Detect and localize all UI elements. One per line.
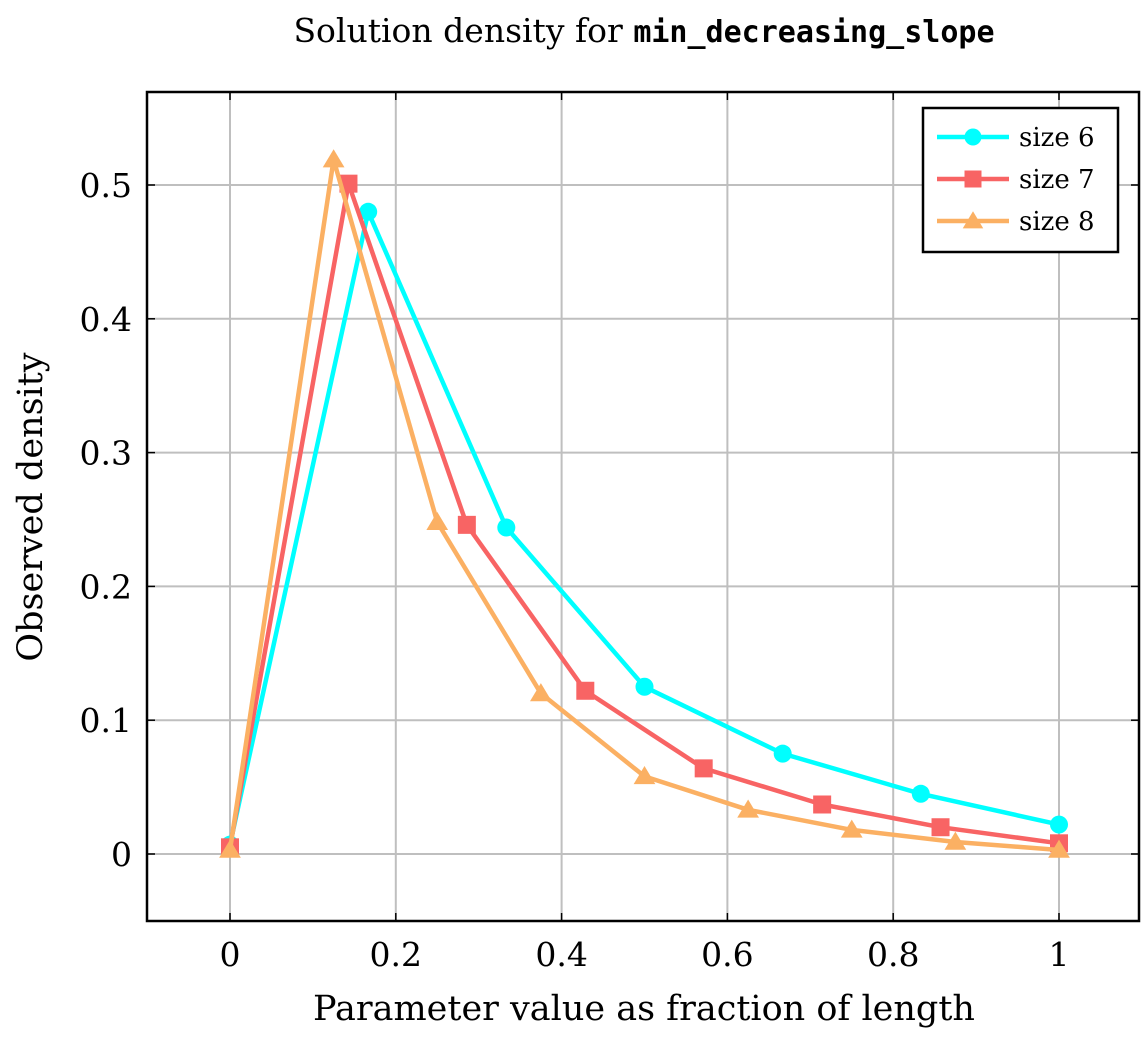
legend-marker	[964, 128, 982, 146]
data-point	[530, 683, 552, 702]
series-2	[219, 149, 1070, 858]
data-point	[633, 766, 656, 785]
legend: size 6 size 7 size 8	[921, 106, 1120, 254]
legend-item: size 8	[937, 207, 1095, 237]
plot-frame	[145, 90, 1141, 923]
data-point	[635, 677, 654, 696]
series-group	[219, 149, 1070, 858]
y-tick-label: 0.2	[80, 567, 132, 606]
data-point	[694, 759, 713, 778]
data-point	[359, 202, 378, 221]
x-tick-label: 1	[1049, 935, 1070, 974]
data-point	[840, 819, 863, 838]
chart-title-prefix: Solution density for	[293, 11, 633, 50]
data-point	[773, 744, 792, 763]
legend-label: size 6	[1019, 123, 1095, 153]
x-tick-label: 0.2	[370, 935, 422, 974]
ticks: 0 0.2 0.4 0.6 0.8 1 0 0.1 0.2 0.3 0.4 0.5	[80, 92, 1139, 974]
chart-title: Solution density for min_decreasing_slop…	[293, 11, 994, 50]
data-point	[911, 784, 930, 803]
data-point	[1050, 815, 1068, 834]
legend-label: size 7	[1019, 165, 1095, 195]
data-point	[457, 515, 476, 534]
legend-marker	[964, 170, 982, 188]
data-point	[944, 831, 967, 850]
x-tick-label: 0.6	[701, 935, 753, 974]
x-tick-label: 0	[220, 935, 241, 974]
chart-title-code: min_decreasing_slope	[633, 15, 994, 50]
data-point	[322, 149, 345, 168]
legend-marker	[962, 211, 984, 229]
data-point	[497, 518, 516, 537]
data-point	[737, 799, 759, 818]
legend-label: size 8	[1019, 207, 1095, 237]
y-axis-label: Observed density	[11, 352, 51, 661]
x-axis-label: Parameter value as fraction of length	[313, 989, 975, 1029]
y-tick-label: 0	[111, 835, 132, 874]
series-line	[227, 181, 1060, 848]
data-point	[219, 839, 241, 858]
series-0	[221, 202, 1068, 854]
y-tick-label: 0.1	[80, 701, 132, 740]
series-line	[227, 209, 1060, 846]
legend-item: size 6	[937, 123, 1095, 153]
x-tick-label: 0.4	[535, 935, 587, 974]
x-tick-label: 0.8	[867, 935, 919, 974]
data-point	[426, 511, 449, 530]
data-point	[1048, 839, 1070, 858]
series-line	[227, 157, 1060, 853]
data-point	[576, 681, 595, 700]
legend-item: size 7	[937, 165, 1095, 195]
y-tick-label: 0.4	[80, 300, 132, 339]
y-tick-label: 0.5	[80, 166, 132, 205]
data-point	[813, 795, 832, 814]
y-tick-label: 0.3	[80, 434, 132, 473]
data-point	[931, 818, 950, 837]
series-1	[221, 174, 1068, 857]
